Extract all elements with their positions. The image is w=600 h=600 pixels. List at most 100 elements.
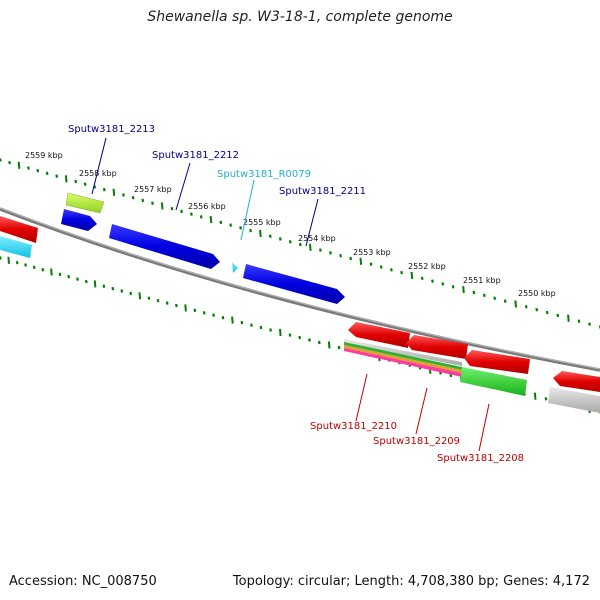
outer-ruler-major-tick — [309, 243, 312, 251]
gene-left-cyan[interactable] — [0, 236, 32, 258]
outer-ruler-minor-tick — [369, 262, 373, 266]
gene-sputw3181-2208[interactable] — [464, 350, 530, 374]
outer-ruler-minor-tick — [141, 198, 145, 203]
outer-ruler-major-tick — [259, 229, 262, 237]
outer-ruler-major-tick — [209, 216, 213, 224]
outer-ruler-major-tick — [359, 257, 363, 265]
inner-ruler-minor-tick — [111, 286, 115, 291]
tick-label-2559: 2559 kbp — [25, 151, 63, 160]
inner-ruler-major-tick — [7, 256, 10, 264]
inner-ruler-minor-tick — [24, 263, 27, 267]
accession-text: Accession: NC_008750 — [9, 574, 157, 589]
gene-right-red[interactable] — [553, 371, 600, 392]
outer-ruler-minor-tick — [27, 166, 30, 170]
gene-sputw3181-2213[interactable] — [65, 192, 105, 214]
inner-ruler-minor-tick — [175, 303, 178, 308]
inner-ruler-minor-tick — [102, 284, 106, 288]
outer-ruler-minor-tick — [278, 237, 282, 241]
label-sputw3181-2209[interactable]: Sputw3181_2209 — [373, 436, 460, 447]
inner-ruler-minor-tick — [212, 313, 215, 317]
feature-gray-band[interactable] — [344, 339, 462, 366]
outer-ruler-minor-tick — [503, 299, 507, 303]
gene-gray-right[interactable] — [548, 387, 600, 413]
outer-ruler-minor-tick — [288, 240, 292, 244]
outer-ruler-minor-tick — [329, 251, 332, 255]
inner-ruler-minor-tick — [67, 274, 71, 279]
tick-label-2557: 2557 kbp — [134, 185, 172, 194]
label-sputw3181-2213[interactable]: Sputw3181_2213 — [68, 124, 155, 135]
genome-backbone-highlight — [0, 207, 600, 370]
tick-label-2555: 2555 kbp — [243, 218, 281, 227]
outer-ruler-minor-tick — [180, 209, 183, 214]
label-sputw3181-2212[interactable]: Sputw3181_2212 — [152, 150, 239, 161]
inner-ruler-major-tick — [184, 304, 187, 312]
inner-ruler-major-tick — [138, 292, 142, 300]
outer-ruler-minor-tick — [74, 179, 78, 184]
outer-ruler-minor-tick — [268, 234, 272, 238]
outer-ruler-minor-tick — [36, 168, 40, 173]
outer-ruler-minor-tick — [535, 307, 539, 312]
outer-ruler-minor-tick — [83, 182, 87, 186]
tick-label-2551: 2551 kbp — [463, 276, 501, 285]
feature-green-band[interactable] — [344, 342, 462, 370]
inner-ruler-minor-tick — [165, 301, 169, 305]
gene-sputw3181-2209[interactable] — [406, 335, 468, 359]
outer-ruler-minor-tick — [45, 171, 49, 176]
rna-sputw3181-r0079[interactable] — [232, 262, 238, 273]
inner-ruler-minor-tick — [288, 333, 292, 337]
inner-ruler-major-tick — [533, 392, 537, 400]
outer-ruler-major-tick — [514, 300, 517, 308]
outer-ruler — [0, 158, 600, 329]
gene-sputw3181-2211[interactable] — [243, 264, 345, 304]
outer-ruler-major-tick — [64, 175, 68, 183]
outer-ruler-minor-tick — [524, 305, 528, 309]
outer-ruler-minor-tick — [249, 228, 252, 233]
inner-ruler-major-tick — [279, 328, 282, 337]
inner-ruler-minor-tick — [193, 308, 197, 313]
outer-ruler-minor-tick — [577, 319, 581, 323]
gene-sputw3181-2213b[interactable] — [61, 209, 97, 231]
inner-ruler-minor-tick — [156, 298, 160, 303]
outer-ruler-minor-tick — [229, 223, 233, 227]
outer-ruler-minor-tick — [298, 242, 302, 247]
outer-ruler-minor-tick — [556, 313, 560, 318]
outer-ruler-minor-tick — [190, 212, 193, 216]
gene-sputw3181-2210[interactable] — [348, 322, 410, 348]
gene-sputw3181-2212[interactable] — [109, 224, 220, 269]
outer-ruler-major-tick — [17, 161, 21, 169]
outer-ruler-major-tick — [567, 314, 570, 322]
outer-ruler-minor-tick — [0, 158, 2, 162]
inner-ruler-minor-tick — [337, 345, 341, 350]
label-sputw3181-2210[interactable]: Sputw3181_2210 — [310, 421, 397, 432]
outer-ruler-minor-tick — [545, 310, 549, 315]
inner-ruler-minor-tick — [76, 277, 79, 281]
tick-label-2550: 2550 kbp — [518, 289, 556, 298]
gene-left-red[interactable] — [0, 216, 38, 243]
outer-ruler-major-tick — [410, 271, 414, 279]
inner-ruler-minor-tick — [0, 256, 2, 260]
outer-ruler-minor-tick — [431, 279, 434, 283]
inner-ruler-minor-tick — [32, 265, 36, 270]
inner-ruler-minor-tick — [58, 272, 62, 277]
label-sputw3181-r0079[interactable]: Sputw3181_R0079 — [217, 169, 311, 180]
outer-ruler-minor-tick — [131, 195, 135, 200]
outer-ruler-minor-tick — [151, 201, 154, 205]
inner-ruler-minor-tick — [202, 311, 206, 315]
inner-ruler-major-tick — [327, 341, 331, 349]
outer-ruler-minor-tick — [482, 293, 486, 298]
gene-green-right[interactable] — [460, 367, 527, 396]
feature-pink-band[interactable] — [344, 348, 462, 377]
inner-ruler-minor-tick — [317, 340, 321, 345]
label-sputw3181-2211[interactable]: Sputw3181_2211 — [279, 186, 366, 197]
tick-label-2552: 2552 kbp — [408, 262, 446, 271]
tick-label-2553: 2553 kbp — [353, 248, 391, 257]
feature-orange-band[interactable] — [344, 345, 462, 373]
inner-ruler-minor-tick — [298, 335, 302, 340]
inner-ruler-minor-tick — [449, 373, 453, 378]
inner-ruler-minor-tick — [250, 323, 253, 327]
inner-ruler-minor-tick — [120, 289, 124, 293]
outer-ruler-minor-tick — [55, 174, 59, 178]
label-sputw3181-2208[interactable]: Sputw3181_2208 — [437, 453, 524, 464]
outer-ruler-minor-tick — [349, 256, 353, 261]
